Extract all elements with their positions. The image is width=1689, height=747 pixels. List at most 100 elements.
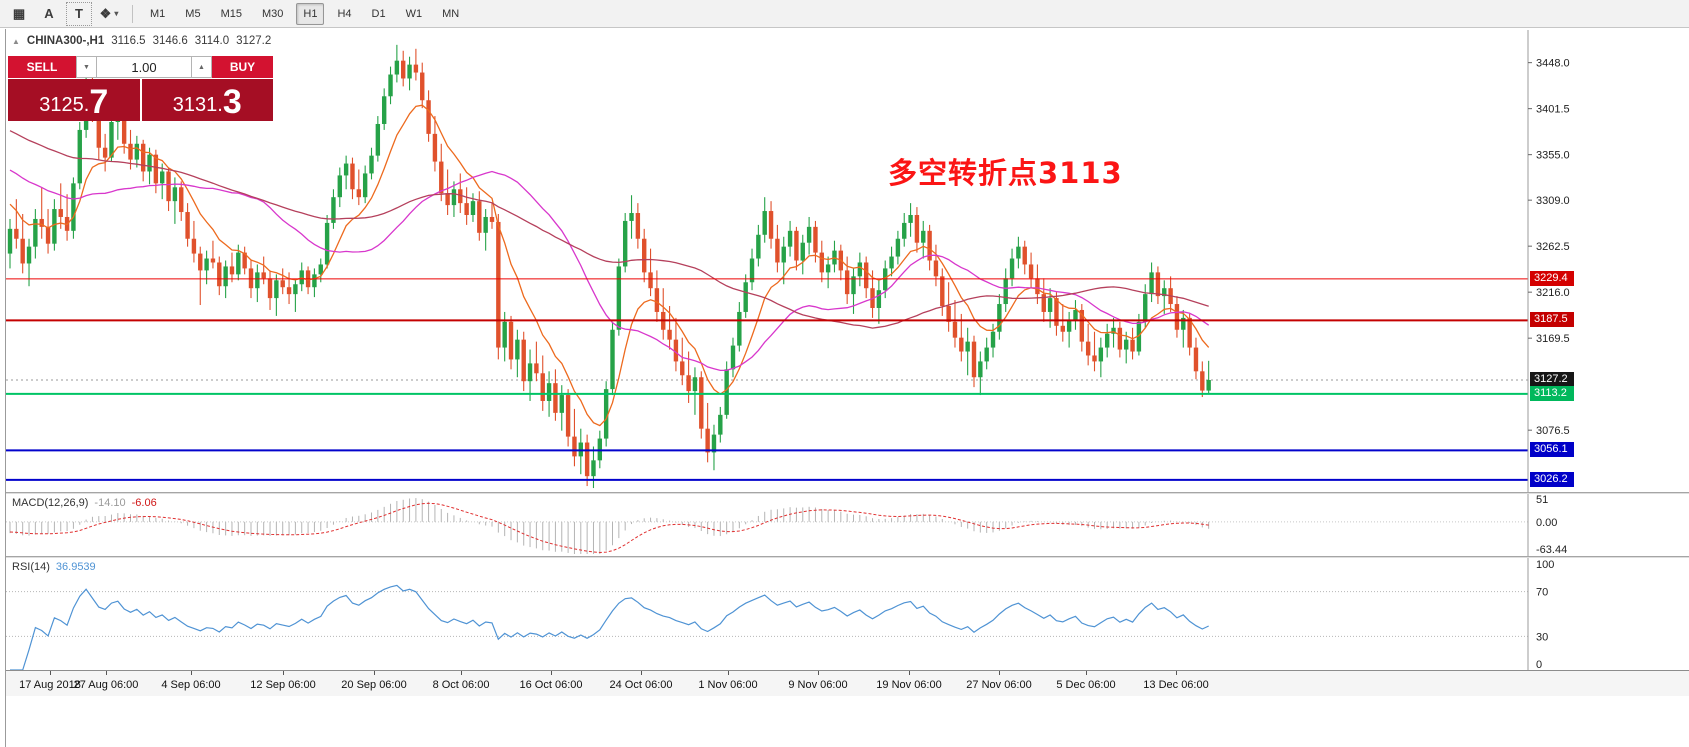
price-panel-svg: 3448.0 3401.5 3355.0 3309.0 3262.5 3216.0 3169… xyxy=(6,30,1570,492)
price-tick-label: 3401.5 xyxy=(1536,104,1570,116)
price-tick-label: 3448.0 xyxy=(1536,58,1570,70)
ohlc-high: 3146.6 xyxy=(152,35,188,47)
sell-price-big-digit: 7 xyxy=(89,83,109,121)
time-label: 1 Nov 06:00 xyxy=(698,679,758,691)
rsi-axis-label: 70 xyxy=(1536,587,1548,599)
one-click-trading-panel: SELL ▼ ▲ BUY 3125. 7 3131. 3 xyxy=(8,56,273,121)
timeframe-mn[interactable]: MN xyxy=(442,7,460,20)
buy-price-main: 3131. xyxy=(172,94,223,116)
chart-style-tool-button[interactable]: ❖ ▾ xyxy=(96,2,122,26)
rsi-name: RSI(14) xyxy=(12,561,50,573)
ma-medium-line xyxy=(9,169,1210,372)
timeframe-h4[interactable]: H4 xyxy=(337,7,352,20)
time-label: 27 Aug 06:00 xyxy=(73,679,139,691)
timeframe-m5[interactable]: M5 xyxy=(185,7,201,20)
price-tick-label: 3309.0 xyxy=(1536,195,1570,207)
arrow-text-tool-icon: A xyxy=(44,6,54,21)
time-label: 4 Sep 06:00 xyxy=(161,679,221,691)
time-tick xyxy=(461,671,462,675)
time-label: 24 Oct 06:00 xyxy=(609,679,673,691)
buy-button[interactable]: BUY xyxy=(212,56,273,78)
time-tick xyxy=(909,671,910,675)
toolbar-separator xyxy=(132,4,133,23)
text-tool-button[interactable]: T xyxy=(66,1,92,26)
macd-axis-label: -63.44 xyxy=(1536,544,1567,556)
time-tick xyxy=(106,671,107,675)
time-tick xyxy=(1086,671,1087,675)
ohlc-open: 3116.5 xyxy=(111,35,146,47)
timeframe-d1[interactable]: D1 xyxy=(371,7,386,20)
time-tick xyxy=(551,671,552,675)
time-axis[interactable]: 17 Aug 2018 27 Aug 06:00 4 Sep 06:00 12 Sep… xyxy=(6,670,1689,696)
rsi-panel-svg: 100 70 30 0 xyxy=(6,558,1554,670)
text-tool-icon: T xyxy=(75,6,83,21)
price-tick-label: 3262.5 xyxy=(1536,241,1570,253)
time-label: 9 Nov 06:00 xyxy=(788,679,848,691)
volume-increase-button[interactable]: ▲ xyxy=(191,56,212,78)
macd-panel-canvas[interactable]: 51 0.00 -63.44 xyxy=(6,494,1689,556)
volume-input[interactable] xyxy=(97,56,191,78)
buy-price-display[interactable]: 3131. 3 xyxy=(141,79,273,121)
rsi-axis-label: 0 xyxy=(1536,659,1542,670)
timeframe-h1[interactable]: H1 xyxy=(296,2,325,25)
macd-axis-label: 51 xyxy=(1536,494,1548,506)
price-tick-label: 3355.0 xyxy=(1536,150,1570,162)
panel-separator[interactable] xyxy=(6,492,1689,494)
price-tag-3026.2: 3026.2 xyxy=(1530,471,1574,487)
price-tag-3127.2: 3127.2 xyxy=(1530,372,1574,387)
chart-frame-border xyxy=(5,29,6,747)
time-label: 12 Sep 06:00 xyxy=(250,679,316,691)
chevron-down-icon: ▾ xyxy=(114,9,119,18)
time-tick xyxy=(191,671,192,675)
time-tick xyxy=(50,671,51,675)
templates-grid-tool-button[interactable]: ▦ xyxy=(6,2,32,26)
toolbar: ▦ A T ❖ ▾ M1 M5 M15 M30 H1 H4 D1 W1 MN xyxy=(0,0,1689,28)
time-label: 8 Oct 06:00 xyxy=(432,679,490,691)
price-tick-label: 3076.5 xyxy=(1536,425,1570,437)
time-tick xyxy=(283,671,284,675)
ohlc-low: 3114.0 xyxy=(194,35,230,47)
ma-slow-line xyxy=(9,130,1209,329)
rsi-panel-canvas[interactable]: 100 70 30 0 xyxy=(6,558,1689,670)
timeframe-m1[interactable]: M1 xyxy=(150,7,166,20)
time-label: 13 Dec 06:00 xyxy=(1143,679,1209,691)
time-label: 27 Nov 06:00 xyxy=(966,679,1032,691)
macd-panel-svg: 51 0.00 -63.44 xyxy=(6,494,1567,556)
macd-signal-line xyxy=(9,502,1209,554)
price-chart-canvas[interactable]: 3448.0 3401.5 3355.0 3309.0 3262.5 3216.0 3169… xyxy=(6,30,1689,492)
rsi-value: 36.9539 xyxy=(55,561,96,573)
panel-separator[interactable] xyxy=(6,556,1689,558)
chart-text-annotation: 多空转折点3113 xyxy=(888,156,1123,190)
time-tick xyxy=(728,671,729,675)
timeframe-m30[interactable]: M30 xyxy=(261,7,284,20)
ohlc-close: 3127.2 xyxy=(236,35,272,47)
volume-decrease-button[interactable]: ▼ xyxy=(76,56,97,78)
sell-price-main: 3125. xyxy=(39,94,90,116)
ma-fast-line xyxy=(9,104,1210,427)
timeframe-w1[interactable]: W1 xyxy=(405,7,423,20)
arrow-text-tool-button[interactable]: A xyxy=(36,2,62,26)
macd-name: MACD(12,26,9) xyxy=(12,497,89,509)
rsi-label: RSI(14) 36.9539 xyxy=(12,561,96,573)
macd-value-main: -14.10 xyxy=(94,497,126,509)
collapse-icon[interactable]: ▲ xyxy=(12,36,20,46)
price-tag-3229.4: 3229.4 xyxy=(1530,270,1574,286)
time-tick xyxy=(818,671,819,675)
symbol-timeframe-label: CHINA300-,H1 xyxy=(26,35,105,47)
price-tag-3113.2: 3113.2 xyxy=(1530,385,1574,401)
rsi-axis-label: 30 xyxy=(1536,631,1548,643)
rsi-axis-label: 100 xyxy=(1536,559,1554,571)
macd-label: MACD(12,26,9) -14.10 -6.06 xyxy=(12,497,157,509)
price-tick-label: 3216.0 xyxy=(1536,287,1570,299)
time-tick xyxy=(641,671,642,675)
buy-price-big-digit: 3 xyxy=(222,83,242,121)
time-label: 5 Dec 06:00 xyxy=(1056,679,1116,691)
time-tick xyxy=(1176,671,1177,675)
sell-price-display[interactable]: 3125. 7 xyxy=(8,79,140,121)
macd-axis-label: 0.00 xyxy=(1536,517,1557,529)
rsi-line xyxy=(10,584,1209,670)
macd-histogram xyxy=(9,498,1210,554)
timeframe-m15[interactable]: M15 xyxy=(220,7,242,20)
sell-button[interactable]: SELL xyxy=(8,56,76,78)
